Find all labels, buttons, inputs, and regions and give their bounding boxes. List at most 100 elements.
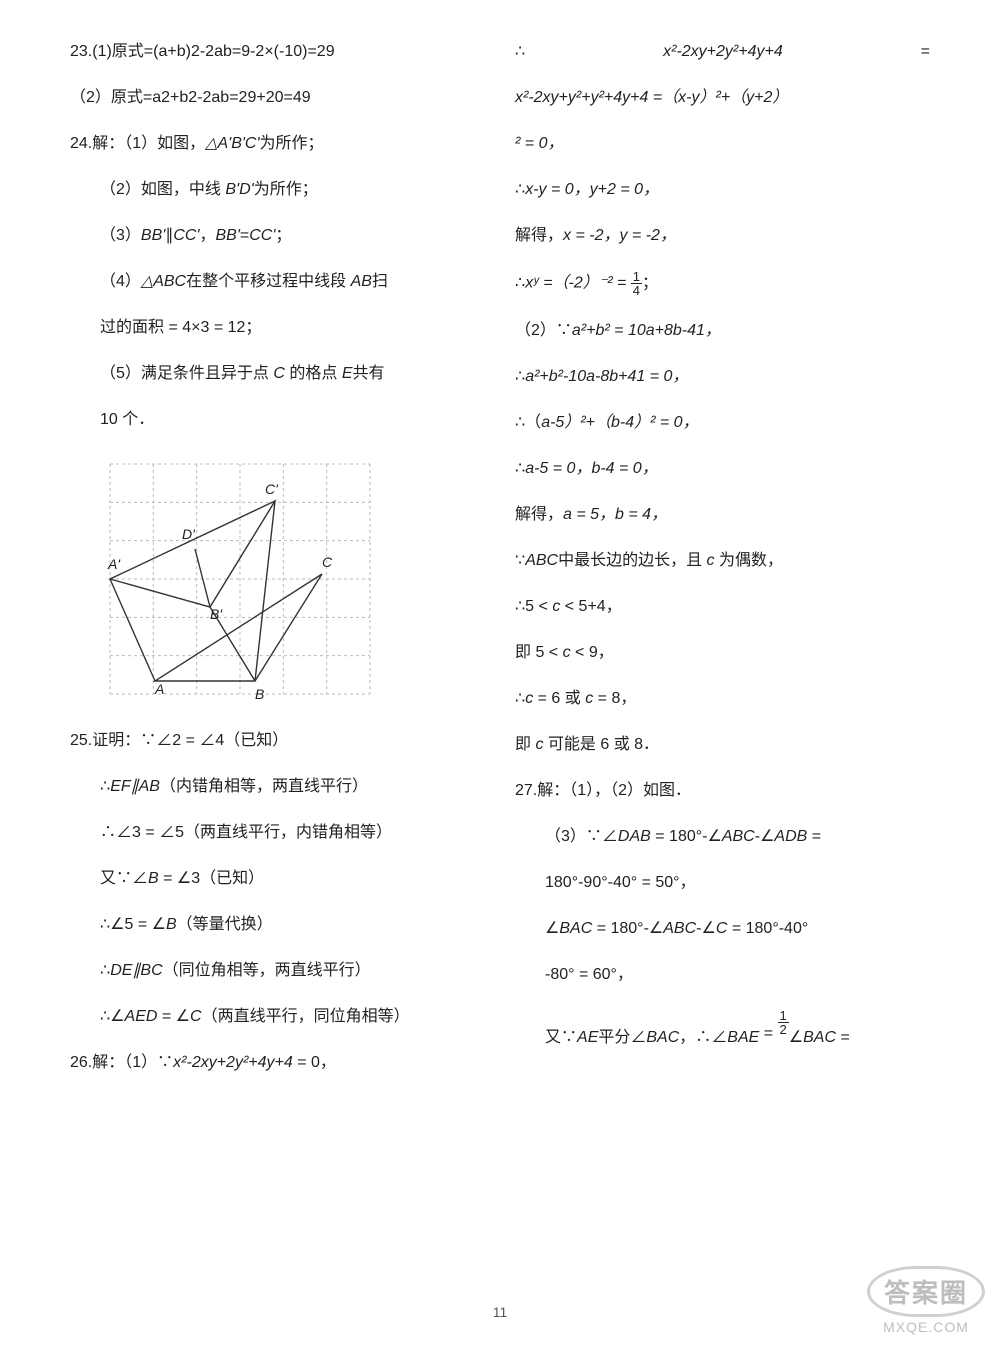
- text: = 180°‑∠: [651, 828, 722, 845]
- r9: ∴（a‑5）²+（b‑4）² = 0，: [515, 411, 930, 435]
- text: （2）∵: [515, 322, 572, 339]
- q24-2: （2）如图，中线 B'D'为所作；: [70, 178, 485, 202]
- text: ∠: [545, 920, 559, 937]
- q25-2: ∴EF∥AB（内错角相等，两直线平行）: [70, 775, 485, 799]
- text: 即: [515, 736, 535, 753]
- text: （等量代换）: [177, 916, 273, 933]
- math: B: [166, 916, 177, 933]
- svg-text:B: B: [255, 686, 264, 699]
- r16: 即 c 可能是 6 或 8．: [515, 733, 930, 757]
- math: BB': [216, 227, 240, 244]
- math: C: [273, 365, 285, 382]
- math: x²-2xy+2y²+4y+4: [663, 40, 783, 64]
- math: C: [190, 1008, 202, 1025]
- watermark-url: MXQE.COM: [867, 1319, 985, 1335]
- text: 即 5 <: [515, 644, 563, 661]
- text: 为偶数，: [715, 552, 783, 569]
- text: 解得，: [515, 506, 563, 523]
- text: 中最长边的边长，且: [558, 552, 706, 569]
- fraction: 12: [778, 1009, 789, 1036]
- watermark-title: 答案圈: [867, 1266, 985, 1317]
- text: 又∵∠: [100, 870, 148, 887]
- text: ∴∠: [100, 1008, 125, 1025]
- r14: 即 5 < c < 9，: [515, 641, 930, 665]
- q25-1: 25.证明：∵∠2 = ∠4（已知）: [70, 729, 485, 753]
- q27-1: 27.解：（1），（2）如图．: [515, 779, 930, 803]
- r5: 解得，x = ‑2，y = -2，: [515, 224, 930, 248]
- r7: （2）∵a²+b² = 10a+8b‑41，: [515, 319, 930, 343]
- q26-1: 26.解：（1）∵x²-2xy+2y²+4y+4 = 0，: [70, 1051, 485, 1075]
- q24-3: （3）BB'∥CC'，BB'=CC'；: [70, 224, 485, 248]
- q24-5a: （5）满足条件且异于点 C 的格点 E共有: [70, 362, 485, 386]
- text: = ∠: [157, 1008, 190, 1025]
- r10: ∴a‑5 = 0，b‑4 = 0，: [515, 457, 930, 481]
- q24-4b: 过的面积 = 4×3 = 12；: [70, 316, 485, 340]
- svg-text:D': D': [182, 526, 196, 542]
- math: ABC: [722, 828, 755, 845]
- text: （4）: [100, 273, 141, 290]
- q24-5b: 10 个．: [70, 408, 485, 432]
- math: a²+b² = 10a+8b‑41，: [572, 322, 721, 339]
- math: c: [563, 644, 571, 661]
- text: ∴: [515, 460, 525, 477]
- svg-text:C: C: [322, 554, 333, 570]
- text: （5）满足条件且异于点: [100, 365, 273, 382]
- math: EF∥AB: [110, 778, 160, 795]
- r1: ∴x²-2xy+2y²+4y+4=: [515, 40, 930, 64]
- svg-text:C': C': [265, 481, 279, 497]
- text: ∴∠5 = ∠: [100, 916, 166, 933]
- math: x-y = 0，y+2 = 0，: [525, 181, 659, 198]
- text: = 6 或: [533, 690, 585, 707]
- math: c: [525, 690, 533, 707]
- math: x²-2xy+y²+y²+4y+4 =（x-y）²+（y+2）: [515, 89, 788, 106]
- q25-4: 又∵∠B = ∠3（已知）: [70, 867, 485, 891]
- q25-5: ∴∠5 = ∠B（等量代换）: [70, 913, 485, 937]
- text: 可能是 6 或 8．: [543, 736, 659, 753]
- svg-text:A': A': [107, 556, 121, 572]
- math: ABC: [525, 552, 558, 569]
- text: 平分∠: [598, 1029, 646, 1046]
- numerator: 1: [778, 1009, 789, 1023]
- math: △A'B'C': [205, 135, 259, 152]
- math: a = 5，b = 4，: [563, 506, 667, 523]
- fraction: 14: [631, 270, 642, 297]
- text: ∴5 <: [515, 598, 552, 615]
- r8: ∴a²+b²‑10a‑8b+41 = 0，: [515, 365, 930, 389]
- text: ；: [275, 227, 291, 244]
- math: AED: [125, 1008, 158, 1025]
- q23-2: （2）原式=a2+b2-2ab=29+20=49: [70, 86, 485, 110]
- math: c: [707, 552, 715, 569]
- r12: ∵ABC中最长边的边长，且 c 为偶数，: [515, 549, 930, 573]
- text: 又∵: [545, 1029, 577, 1046]
- text: = 0，: [293, 1054, 336, 1071]
- math: CC': [249, 227, 275, 244]
- text: （内错角相等，两直线平行）: [160, 778, 368, 795]
- q23-1: 23.(1)原式=(a+b)2-2ab=9-2×(-10)=29: [70, 40, 485, 64]
- geometry-figure: A'AB'BC'CD': [100, 459, 380, 699]
- text: ∴: [515, 368, 525, 385]
- q27-3e: 又∵AE平分∠BAC，∴∠BAE = 12∠BAC =: [515, 1009, 930, 1050]
- text: ，∴∠: [679, 1029, 727, 1046]
- text: ‑∠: [755, 828, 775, 845]
- text: （同位角相等，两直线平行）: [163, 962, 371, 979]
- text: ∴: [515, 690, 525, 707]
- math: ADB: [774, 828, 807, 845]
- text: 为所作；: [260, 135, 324, 152]
- text: ∴（: [515, 414, 541, 431]
- q27-3d: ‑80° = 60°，: [515, 963, 930, 987]
- text: < 9，: [571, 644, 614, 661]
- text: ∴: [515, 181, 525, 198]
- text: < 5+4，: [560, 598, 621, 615]
- text: 在整个平移过程中线段: [186, 273, 350, 290]
- math: BAE: [727, 1029, 759, 1046]
- svg-text:B': B': [210, 606, 223, 622]
- text: =: [836, 1029, 850, 1046]
- text: = ∠3（已知）: [159, 870, 264, 887]
- math: C: [716, 920, 728, 937]
- math: B'D': [225, 181, 253, 198]
- text: （3）: [100, 227, 141, 244]
- math: AE: [577, 1029, 598, 1046]
- text: ∵: [515, 552, 525, 569]
- r15: ∴c = 6 或 c = 8，: [515, 687, 930, 711]
- math: x²-2xy+2y²+4y+4: [173, 1054, 293, 1071]
